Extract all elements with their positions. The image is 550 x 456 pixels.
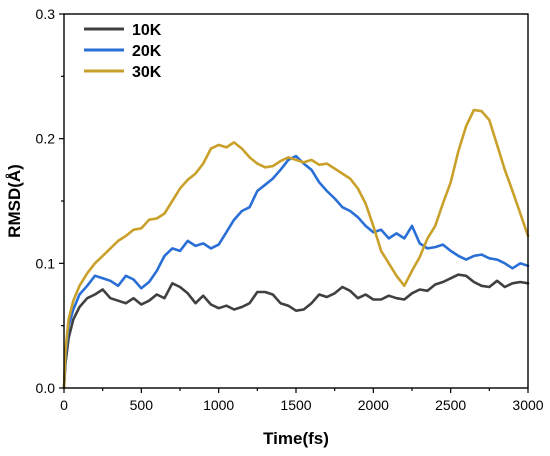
series-layer (62, 108, 530, 390)
series-line-30k (62, 108, 530, 390)
x-axis-title: Time(fs) (263, 429, 329, 448)
y-axis-title: RMSD(Å) (5, 164, 24, 238)
y-tick-label: 0.0 (36, 380, 56, 396)
x-tick-label: 1000 (203, 397, 234, 413)
x-tick-label: 0 (60, 397, 68, 413)
y-tick-label: 0.2 (36, 131, 56, 147)
series-line-10k (62, 273, 530, 390)
x-tick-label: 2500 (435, 397, 466, 413)
legend-label-30k: 30K (132, 64, 162, 81)
legend-label-10k: 10K (132, 22, 162, 39)
y-tick-label: 0.3 (36, 6, 56, 22)
series-line-20k (62, 154, 530, 390)
x-tick-label: 500 (130, 397, 154, 413)
x-tick-label: 1500 (280, 397, 311, 413)
axes-layer: 0 500 1000 1500 2000 2500 3000 0.0 0.1 0.2 0.3 (36, 6, 544, 413)
legend: 10K 20K 30K (84, 22, 162, 81)
y-tick-label: 0.1 (36, 255, 56, 271)
x-tick-label: 3000 (512, 397, 543, 413)
x-tick-label: 2000 (358, 397, 389, 413)
legend-label-20k: 20K (132, 43, 162, 60)
